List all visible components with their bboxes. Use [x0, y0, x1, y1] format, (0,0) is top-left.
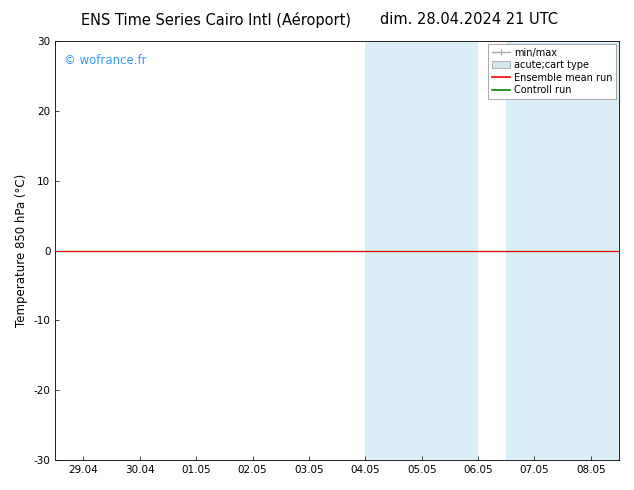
Text: ENS Time Series Cairo Intl (Aéroport): ENS Time Series Cairo Intl (Aéroport): [81, 12, 351, 28]
Legend: min/max, acute;cart type, Ensemble mean run, Controll run: min/max, acute;cart type, Ensemble mean …: [488, 44, 616, 99]
Bar: [507, 41, 619, 460]
Text: dim. 28.04.2024 21 UTC: dim. 28.04.2024 21 UTC: [380, 12, 558, 27]
Bar: [365, 41, 478, 460]
Text: © wofrance.fr: © wofrance.fr: [64, 53, 146, 67]
Y-axis label: Temperature 850 hPa (°C): Temperature 850 hPa (°C): [15, 174, 28, 327]
